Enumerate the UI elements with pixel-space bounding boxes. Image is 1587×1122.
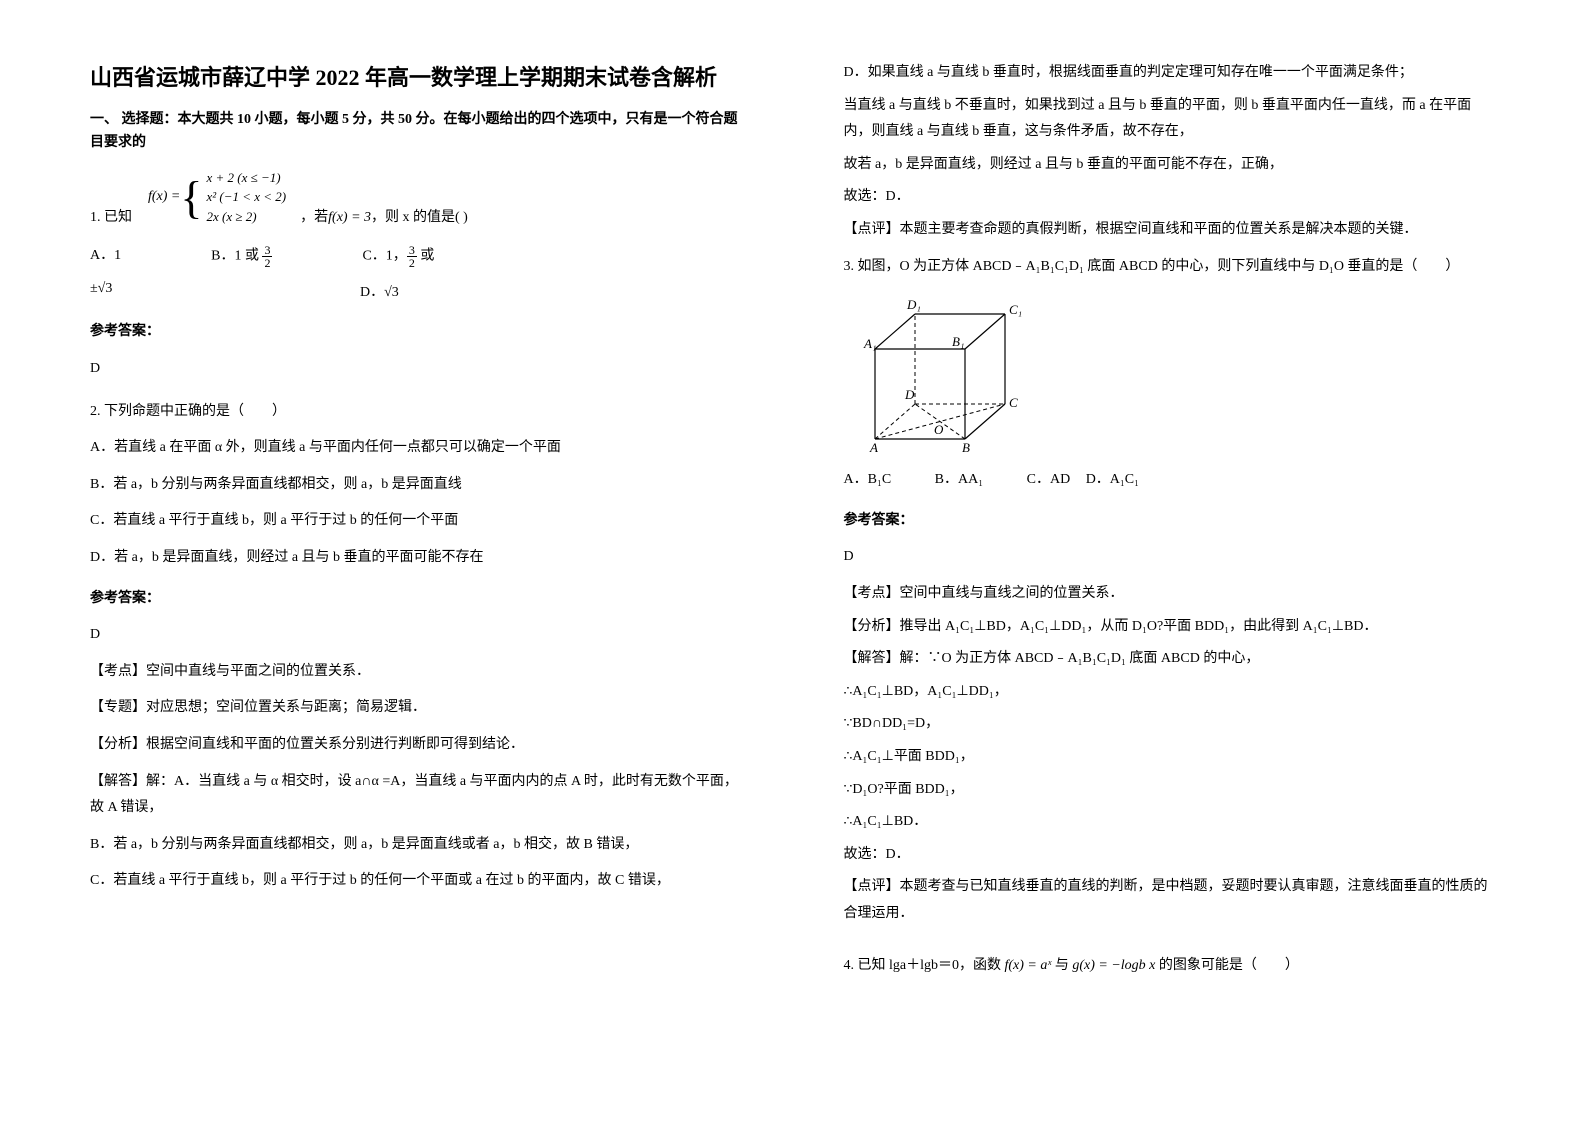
q2-exp9: 故若 a，b 是异面直线，则经过 a 且与 b 垂直的平面可能不存在，正确， [844, 152, 1498, 179]
q1-fn-label: f(x) = [148, 189, 180, 205]
q1-piece-3: 2x (x ≥ 2) [206, 207, 286, 227]
label-A1: A₁ [863, 336, 876, 351]
q2-exp6: C．若直线 a 平行于直线 b，则 a 平行于过 b 的任何一个平面或 a 在过… [90, 868, 744, 895]
q1-opt-c-suffix: 或 [417, 249, 435, 264]
q3-stem: 3. 如图，O 为正方体 ABCD﹣A₁B₁C₁D₁ 底面 ABCD 的中心，则… [844, 254, 1498, 281]
left-column: 山西省运城市薛辽中学 2022 年高一数学理上学期期末试卷含解析 一、 选择题：… [0, 0, 794, 1122]
question-1: 1. 已知 f(x) = { x + 2 (x ≤ −1) x² (−1 < x… [90, 168, 744, 383]
q4-prefix: 4. 已知 lga＋lgb＝0，函数 [844, 958, 1005, 973]
q3-exp5: ∵BD∩DD₁=D， [844, 711, 1498, 738]
q1-row2-left: ±√3 [90, 281, 270, 301]
q3-opt-d: D．A₁C₁ [1086, 472, 1139, 487]
q4-mid: 与 [1051, 958, 1072, 973]
q2-opt-d: D．若 a，b 是异面直线，则经过 a 且与 b 垂直的平面可能不存在 [90, 545, 744, 572]
q3-exp2: 【分析】推导出 A₁C₁⊥BD，A₁C₁⊥DD₁，从而 D₁O?平面 BDD₁，… [844, 614, 1498, 641]
label-B: B [962, 440, 970, 454]
label-B1: B₁ [952, 334, 964, 349]
label-O: O [934, 422, 944, 437]
label-D: D [904, 387, 915, 402]
q1-opt-c: C．1，32 或 [362, 244, 434, 269]
q1-opt-c-prefix: C．1， [362, 249, 406, 264]
q1-suffix1: ，若 [300, 206, 328, 226]
q2-exp3: 【分析】根据空间直线和平面的位置关系分别进行判断即可得到结论． [90, 732, 744, 759]
q1-opt-b: B．1 或 32 [211, 244, 272, 269]
label-C1: C₁ [1009, 302, 1022, 317]
q3-exp10: 【点评】本题考查与已知直线垂直的直线的判断，是中档题，妥题时要认真审题，注意线面… [844, 874, 1498, 927]
q2-continued: D．如果直线 a 与直线 b 垂直时，根据线面垂直的判定定理可知存在唯一一个平面… [844, 60, 1498, 244]
q2-opt-a: A．若直线 a 在平面 α 外，则直线 a 与平面内任何一点都只可以确定一个平面 [90, 435, 744, 462]
label-C: C [1009, 395, 1018, 410]
q2-exp1: 【考点】空间中直线与平面之间的位置关系． [90, 659, 744, 686]
q2-answer-label: 参考答案： [90, 586, 744, 613]
q2-stem: 2. 下列命题中正确的是（ ） [90, 399, 744, 426]
q3-exp6: ∴A₁C₁⊥平面 BDD₁， [844, 744, 1498, 771]
q1-opt-c-den: 2 [407, 257, 417, 269]
q1-prefix: 1. 已知 [90, 206, 132, 226]
cube-diagram: A B C D A₁ B₁ C₁ D₁ O [860, 294, 1498, 459]
question-4: 4. 已知 lga＋lgb＝0，函数 f(x) = aˣ 与 g(x) = −l… [844, 953, 1498, 980]
question-2: 2. 下列命题中正确的是（ ） A．若直线 a 在平面 α 外，则直线 a 与平… [90, 399, 744, 895]
q2-exp5: B．若 a，b 分别与两条异面直线都相交，则 a，b 是异面直线或者 a，b 相… [90, 832, 744, 859]
q4-f: f(x) = aˣ [1005, 958, 1052, 973]
q3-exp4: ∴A₁C₁⊥BD，A₁C₁⊥DD₁， [844, 679, 1498, 706]
q1-opt-b-prefix: B．1 或 [211, 249, 262, 264]
q2-exp10: 故选：D． [844, 184, 1498, 211]
q3-answer-label: 参考答案： [844, 508, 1498, 535]
q1-answer-label: 参考答案： [90, 319, 744, 346]
q3-exp9: 故选：D． [844, 842, 1498, 869]
q1-answer: D [90, 356, 744, 383]
q1-suffix2: ，则 x 的值是( ) [371, 206, 468, 226]
q1-piece-1: x + 2 (x ≤ −1) [206, 168, 286, 188]
question-3: 3. 如图，O 为正方体 ABCD﹣A₁B₁C₁D₁ 底面 ABCD 的中心，则… [844, 254, 1498, 928]
q1-opt-b-den: 2 [262, 257, 272, 269]
q2-exp2: 【专题】对应思想；空间位置关系与距离；简易逻辑． [90, 695, 744, 722]
q3-exp3: 【解答】解：∵O 为正方体 ABCD﹣A₁B₁C₁D₁ 底面 ABCD 的中心， [844, 646, 1498, 673]
q4-g: g(x) = −logb x [1072, 958, 1155, 973]
q1-cond: f(x) = 3 [328, 210, 371, 226]
q2-opt-c: C．若直线 a 平行于直线 b，则 a 平行于过 b 的任何一个平面 [90, 508, 744, 535]
q3-exp8: ∴A₁C₁⊥BD． [844, 809, 1498, 836]
q3-answer: D [844, 544, 1498, 571]
q1-choices-row2: ±√3 D．√3 [90, 281, 744, 301]
label-A: A [869, 440, 878, 454]
q2-exp8: 当直线 a 与直线 b 不垂直时，如果找到过 a 且与 b 垂直的平面，则 b … [844, 93, 1498, 146]
q3-opt-b: B．AA₁ [935, 472, 983, 487]
q1-opt-a: A．1 [90, 244, 121, 269]
q3-choices: A．B₁C B．AA₁ C．AD D．A₁C₁ [844, 467, 1498, 494]
q4-stem: 4. 已知 lga＋lgb＝0，函数 f(x) = aˣ 与 g(x) = −l… [844, 953, 1498, 980]
q2-exp11: 【点评】本题主要考查命题的真假判断，根据空间直线和平面的位置关系是解决本题的关键… [844, 217, 1498, 244]
q3-exp1: 【考点】空间中直线与直线之间的位置关系． [844, 581, 1498, 608]
q3-exp7: ∵D₁O?平面 BDD₁， [844, 777, 1498, 804]
section-1-header: 一、 选择题：本大题共 10 小题，每小题 5 分，共 50 分。在每小题给出的… [90, 109, 744, 154]
q1-opt-d: D．√3 [360, 281, 399, 301]
q2-opt-b: B．若 a，b 分别与两条异面直线都相交，则 a，b 是异面直线 [90, 472, 744, 499]
page-title: 山西省运城市薛辽中学 2022 年高一数学理上学期期末试卷含解析 [90, 60, 744, 95]
right-column: D．如果直线 a 与直线 b 垂直时，根据线面垂直的判定定理可知存在唯一一个平面… [794, 0, 1587, 1122]
q1-piece-2: x² (−1 < x < 2) [206, 187, 286, 207]
q1-choices-row1: A．1 B．1 或 32 C．1，32 或 [90, 244, 744, 269]
q3-opt-a: A．B₁C [844, 472, 892, 487]
q2-exp4: 【解答】解：A．当直线 a 与 α 相交时，设 a∩α =A，当直线 a 与平面… [90, 769, 744, 822]
q2-exp7: D．如果直线 a 与直线 b 垂直时，根据线面垂直的判定定理可知存在唯一一个平面… [844, 60, 1498, 87]
label-D1: D₁ [906, 297, 921, 312]
q2-answer: D [90, 622, 744, 649]
q3-opt-c: C．AD [1027, 472, 1071, 487]
cube-svg: A B C D A₁ B₁ C₁ D₁ O [860, 294, 1030, 454]
q4-suffix: 的图象可能是（ ） [1155, 958, 1299, 973]
